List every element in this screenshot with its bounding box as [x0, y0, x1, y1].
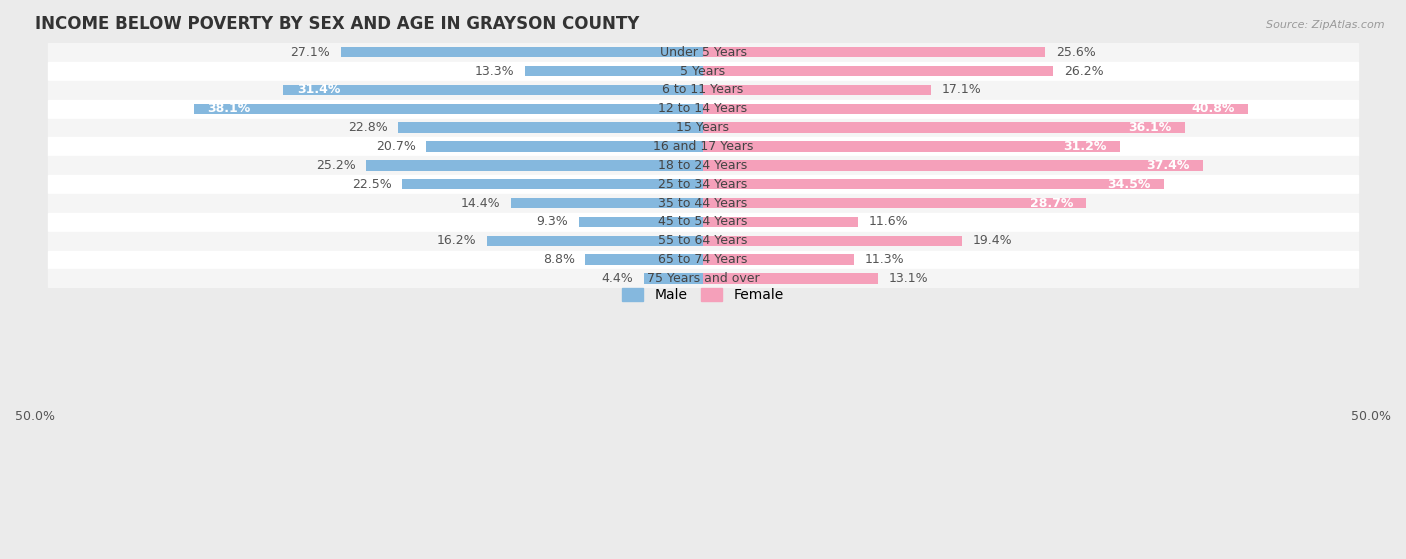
Text: 19.4%: 19.4%	[973, 234, 1012, 247]
Text: 28.7%: 28.7%	[1029, 197, 1073, 210]
Legend: Male, Female: Male, Female	[617, 283, 789, 308]
Text: 14.4%: 14.4%	[460, 197, 501, 210]
Text: 16.2%: 16.2%	[436, 234, 475, 247]
Bar	[48, 213, 1358, 231]
Bar	[48, 231, 1358, 250]
Text: 45 to 54 Years: 45 to 54 Years	[658, 215, 748, 229]
Text: 13.3%: 13.3%	[475, 65, 515, 78]
Text: 35 to 44 Years: 35 to 44 Years	[658, 197, 748, 210]
Bar	[703, 160, 1202, 170]
Text: 31.2%: 31.2%	[1063, 140, 1107, 153]
Bar	[426, 141, 703, 151]
Text: 16 and 17 Years: 16 and 17 Years	[652, 140, 754, 153]
Bar	[48, 250, 1358, 269]
Text: 65 to 74 Years: 65 to 74 Years	[658, 253, 748, 266]
Text: 11.6%: 11.6%	[869, 215, 908, 229]
Text: 15 Years: 15 Years	[676, 121, 730, 134]
Text: 27.1%: 27.1%	[291, 46, 330, 59]
Text: 5 Years: 5 Years	[681, 65, 725, 78]
Bar	[486, 235, 703, 246]
Bar	[703, 122, 1185, 133]
Bar	[48, 269, 1358, 287]
Text: 18 to 24 Years: 18 to 24 Years	[658, 159, 748, 172]
Text: 22.5%: 22.5%	[352, 178, 392, 191]
Bar	[48, 138, 1358, 155]
Text: 25 to 34 Years: 25 to 34 Years	[658, 178, 748, 191]
Bar	[703, 47, 1045, 58]
Text: 37.4%: 37.4%	[1146, 159, 1189, 172]
Bar	[48, 81, 1358, 99]
Bar	[579, 217, 703, 227]
Bar	[703, 103, 1249, 114]
Text: 17.1%: 17.1%	[942, 83, 981, 97]
Text: 55 to 64 Years: 55 to 64 Years	[658, 234, 748, 247]
Text: 9.3%: 9.3%	[536, 215, 568, 229]
Text: 26.2%: 26.2%	[1064, 65, 1104, 78]
Bar	[48, 43, 1358, 61]
Text: 50.0%: 50.0%	[1351, 410, 1391, 423]
Text: 34.5%: 34.5%	[1107, 178, 1150, 191]
Text: 25.2%: 25.2%	[316, 159, 356, 172]
Bar	[510, 198, 703, 209]
Text: 75 Years and over: 75 Years and over	[647, 272, 759, 285]
Bar	[703, 254, 853, 265]
Text: 20.7%: 20.7%	[375, 140, 416, 153]
Bar	[48, 62, 1358, 80]
Text: 40.8%: 40.8%	[1191, 102, 1234, 115]
Text: 6 to 11 Years: 6 to 11 Years	[662, 83, 744, 97]
Bar	[585, 254, 703, 265]
Bar	[703, 273, 877, 283]
Bar	[526, 66, 703, 77]
Bar	[340, 47, 703, 58]
Bar	[703, 141, 1119, 151]
Text: Under 5 Years: Under 5 Years	[659, 46, 747, 59]
Bar	[48, 100, 1358, 118]
Text: 22.8%: 22.8%	[347, 121, 388, 134]
Text: 8.8%: 8.8%	[543, 253, 575, 266]
Bar	[703, 217, 858, 227]
Bar	[284, 85, 703, 95]
Text: 12 to 14 Years: 12 to 14 Years	[658, 102, 748, 115]
Text: Source: ZipAtlas.com: Source: ZipAtlas.com	[1267, 20, 1385, 30]
Bar	[703, 85, 931, 95]
Bar	[398, 122, 703, 133]
Bar	[703, 179, 1164, 190]
Bar	[703, 235, 962, 246]
Text: 13.1%: 13.1%	[889, 272, 928, 285]
Bar	[48, 157, 1358, 174]
Bar	[48, 194, 1358, 212]
Bar	[402, 179, 703, 190]
Text: 36.1%: 36.1%	[1129, 121, 1173, 134]
Bar	[48, 175, 1358, 193]
Bar	[194, 103, 703, 114]
Text: 25.6%: 25.6%	[1056, 46, 1095, 59]
Text: 38.1%: 38.1%	[207, 102, 250, 115]
Text: INCOME BELOW POVERTY BY SEX AND AGE IN GRAYSON COUNTY: INCOME BELOW POVERTY BY SEX AND AGE IN G…	[35, 15, 640, 33]
Bar	[703, 198, 1087, 209]
Bar	[48, 119, 1358, 137]
Text: 4.4%: 4.4%	[602, 272, 634, 285]
Text: 11.3%: 11.3%	[865, 253, 904, 266]
Bar	[367, 160, 703, 170]
Text: 31.4%: 31.4%	[297, 83, 340, 97]
Text: 50.0%: 50.0%	[15, 410, 55, 423]
Bar	[703, 66, 1053, 77]
Bar	[644, 273, 703, 283]
